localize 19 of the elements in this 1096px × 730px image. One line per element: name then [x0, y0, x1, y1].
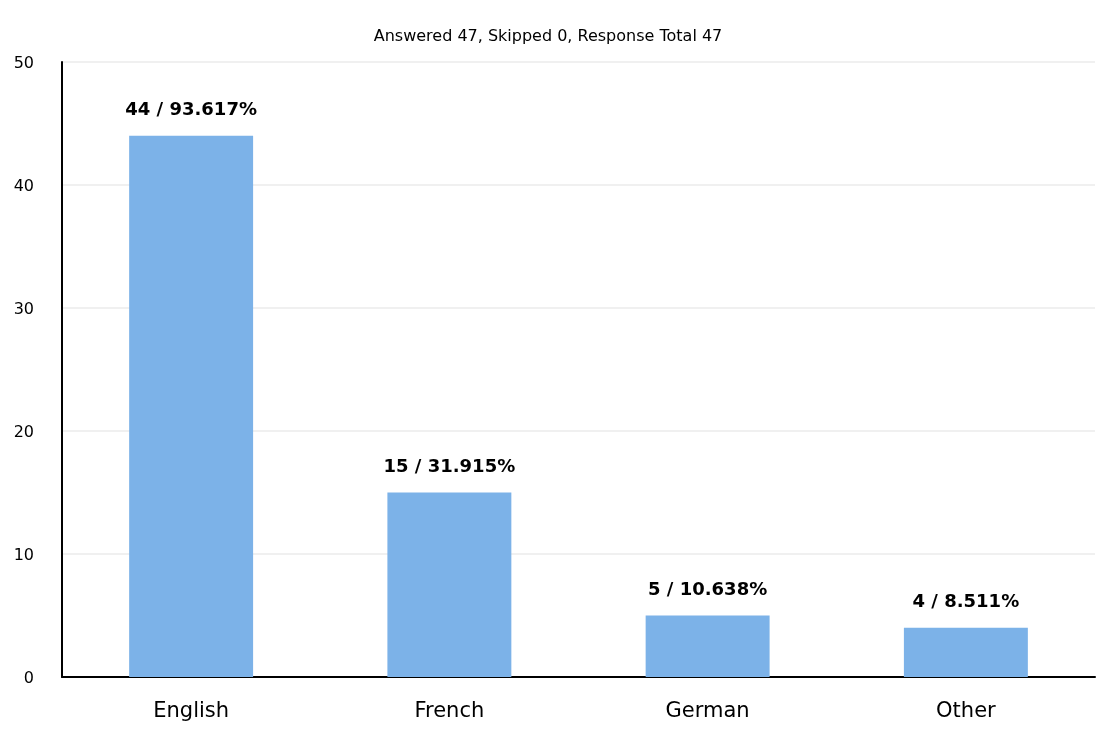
x-tick-label: English	[153, 697, 230, 722]
data-label: 4 / 8.511%	[912, 590, 1020, 612]
y-tick-label: 50	[13, 52, 34, 72]
x-tick-label: Other	[936, 697, 997, 722]
y-tick-label: 0	[23, 667, 34, 687]
data-label: 15 / 31.915%	[383, 455, 516, 476]
bar	[129, 135, 254, 677]
bar	[645, 615, 770, 677]
bar	[387, 492, 512, 677]
bar	[903, 627, 1028, 677]
data-label: 44 / 93.617%	[125, 98, 257, 120]
x-tick-label: French	[414, 697, 485, 722]
chart-title: Answered 47, Skipped 0, Response Total 47	[373, 25, 723, 45]
y-tick-label: 30	[13, 298, 34, 318]
y-tick-label: 40	[13, 175, 34, 195]
y-tick-label: 20	[13, 421, 34, 441]
y-tick-label: 10	[13, 544, 34, 564]
data-label: 5 / 10.638%	[648, 578, 768, 599]
x-tick-label: German	[665, 697, 750, 722]
